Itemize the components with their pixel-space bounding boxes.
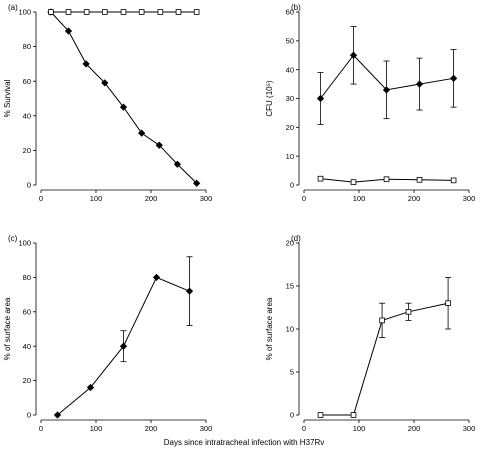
data-point-square <box>83 9 90 15</box>
x-tick-label: 200 <box>145 424 158 433</box>
data-point-diamond <box>101 79 109 87</box>
series-diamond <box>47 8 201 187</box>
y-tick-label: 0 <box>27 181 31 190</box>
y-tick-label: 60 <box>23 77 31 86</box>
panel-label: (c) <box>8 234 18 243</box>
x-tick-label: 100 <box>353 194 366 203</box>
panel-label: (a) <box>8 3 18 12</box>
y-tick-label: 80 <box>23 42 31 51</box>
data-point-square <box>193 9 200 15</box>
x-tick-label: 0 <box>302 424 306 433</box>
y-tick-label: 5 <box>290 368 294 377</box>
y-tick-label: 0 <box>290 181 294 190</box>
y-tick-label: 10 <box>286 325 294 334</box>
data-point-diamond <box>415 80 424 88</box>
chart-panel-b: (b) 0 10 20 30 40 50 60 0 100 200 300 CFU (10⁵) <box>265 3 475 203</box>
x-tick-label: 100 <box>90 424 103 433</box>
x-tick-label: 200 <box>145 194 158 203</box>
y-tick-label: 40 <box>23 342 31 351</box>
data-point-square <box>102 9 108 15</box>
x-tick-label: 300 <box>200 424 213 433</box>
data-point-diamond <box>138 129 146 137</box>
data-point-square <box>65 9 72 15</box>
series-square <box>48 9 200 15</box>
data-point-square <box>157 9 164 15</box>
data-point-square <box>350 412 357 418</box>
data-point-square <box>445 300 451 306</box>
y-tick-label: 20 <box>286 123 294 132</box>
data-point-square <box>383 176 390 183</box>
data-point-diamond <box>82 60 90 68</box>
data-point-diamond <box>449 74 458 82</box>
data-point-diamond <box>119 342 128 350</box>
data-point-square <box>48 9 54 15</box>
common-x-axis-label: Days since intratracheal infection with … <box>164 438 325 447</box>
x-tick-label: 0 <box>302 194 306 203</box>
data-point-square <box>317 412 324 418</box>
y-axis-label: % Survival <box>3 79 12 117</box>
y-tick-label: 20 <box>286 239 294 248</box>
data-point-diamond <box>64 27 73 35</box>
x-tick-label: 200 <box>408 424 421 433</box>
data-point-square <box>379 317 385 324</box>
y-tick-label: 15 <box>286 282 294 291</box>
y-tick-label: 40 <box>23 111 31 120</box>
data-point-diamond <box>193 179 201 187</box>
data-point-diamond <box>185 287 194 295</box>
y-tick-label: 0 <box>27 411 31 420</box>
data-point-diamond <box>119 103 128 111</box>
data-point-diamond <box>53 411 62 419</box>
data-point-square <box>350 179 357 185</box>
data-point-diamond <box>316 94 325 103</box>
y-tick-label: 10 <box>286 152 294 161</box>
series-square <box>317 276 452 418</box>
data-point-square <box>405 308 412 315</box>
data-point-square <box>450 177 457 184</box>
y-tick-label: 20 <box>23 146 31 155</box>
series-diamond <box>53 256 194 419</box>
data-point-diamond <box>349 51 358 59</box>
data-point-diamond <box>155 141 163 149</box>
x-tick-label: 100 <box>90 194 103 203</box>
y-axis-label: CFU (10⁵) <box>265 80 274 117</box>
x-tick-label: 300 <box>463 424 476 433</box>
y-tick-label: 0 <box>290 411 294 420</box>
data-point-diamond <box>173 160 182 168</box>
y-axis-label: % of surface area <box>265 297 274 360</box>
y-tick-label: 30 <box>286 94 294 103</box>
y-axis-label: % of surface area <box>3 297 12 360</box>
data-point-square <box>175 9 182 15</box>
data-point-square <box>138 9 145 15</box>
x-tick-label: 0 <box>39 424 43 433</box>
x-tick-label: 200 <box>408 194 421 203</box>
chart-panel-c: (c) 0 20 40 60 80 100 0 100 200 300 % of surface ar… <box>3 234 212 433</box>
x-tick-label: 0 <box>39 194 43 203</box>
series-square <box>317 175 457 185</box>
series-line <box>50 11 198 184</box>
x-tick-label: 300 <box>200 194 213 203</box>
y-tick-label: 80 <box>23 273 31 282</box>
panel-label: (d) <box>291 234 301 243</box>
data-point-square <box>317 175 324 182</box>
y-tick-label: 20 <box>23 376 31 385</box>
data-point-diamond <box>86 383 95 392</box>
data-point-square <box>416 177 423 183</box>
y-tick-label: 100 <box>18 8 31 17</box>
chart-panel-a: (a) 0 20 40 60 80 100 0 100 200 300 % Survival <box>3 3 212 203</box>
data-point-diamond <box>152 273 161 282</box>
y-tick-label: 60 <box>23 307 31 316</box>
x-tick-label: 100 <box>353 424 366 433</box>
data-point-square <box>120 9 127 15</box>
x-tick-label: 300 <box>463 194 476 203</box>
series-diamond <box>316 26 458 125</box>
y-tick-label: 100 <box>18 239 31 248</box>
data-point-diamond <box>382 86 391 94</box>
y-tick-label: 50 <box>286 36 294 45</box>
panel-label: (b) <box>291 3 301 12</box>
y-tick-label: 40 <box>286 65 294 74</box>
y-tick-label: 60 <box>286 8 294 17</box>
